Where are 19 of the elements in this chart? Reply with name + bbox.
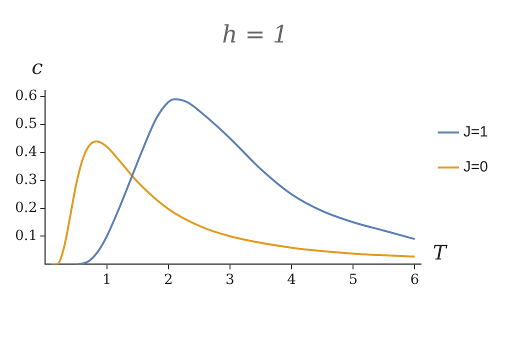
legend-label: J=0 [463,158,488,176]
line-series [50,140,416,264]
x-axis-title: T [432,240,448,264]
x-tick-label: 6 [410,272,420,288]
y-tick-label: 0.4 [15,144,38,160]
y-tick-label: 0.6 [15,88,38,104]
chart-title: h = 1 [222,20,288,49]
x-tick-label: 2 [164,272,173,288]
x-tick-label: 3 [226,272,234,288]
x-tick-label: 4 [287,272,296,288]
y-tick-label: 0.2 [15,200,38,216]
y-tick-label: 0.1 [15,228,38,244]
x-tick-label: 5 [348,272,358,288]
y-tick-label: 0.5 [15,116,38,132]
legend-label: J=1 [463,124,488,141]
y-tick-label: 0.3 [15,172,38,188]
y-axis-title: c [32,55,43,80]
line-series [75,98,416,264]
x-tick-label: 1 [102,272,112,288]
